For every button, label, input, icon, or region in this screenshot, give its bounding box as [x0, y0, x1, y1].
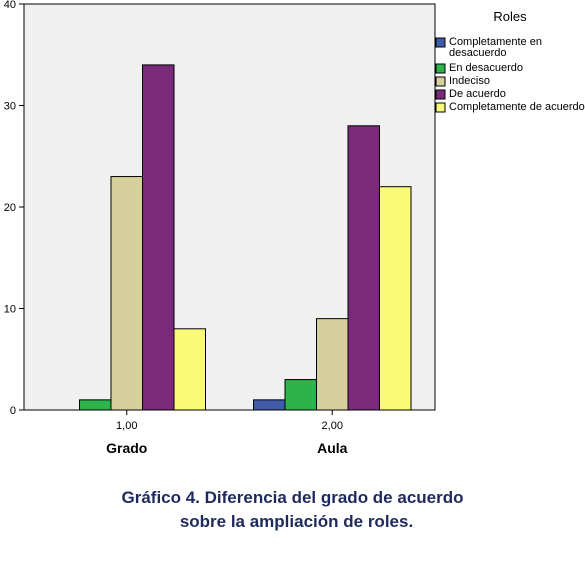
legend-label: En desacuerdo [449, 62, 523, 74]
legend-title: Roles [493, 9, 527, 24]
legend-swatch [435, 37, 446, 48]
legend-item: Indeciso [435, 75, 490, 87]
bar [142, 64, 175, 411]
y-tick-label: 40 [4, 0, 16, 11]
caption-line-1: Gráfico 4. Diferencia del grado de acuer… [121, 488, 464, 507]
bar [110, 176, 143, 411]
x-tick-label: 1,00 [116, 420, 137, 432]
bar [284, 379, 317, 411]
bar [316, 318, 349, 411]
y-axis: 0 10 20 30 40 [4, 0, 24, 417]
group-label: Aula [317, 440, 348, 456]
caption-line-2: sobre la ampliación de roles. [179, 512, 414, 531]
bar [347, 125, 380, 411]
legend-swatch [435, 102, 446, 113]
y-tick-label: 10 [4, 304, 16, 316]
legend-item: En desacuerdo [435, 62, 523, 74]
x-tick-label: 2,00 [322, 420, 343, 432]
bar [253, 399, 286, 411]
bar [173, 328, 206, 411]
legend-swatch [435, 63, 446, 74]
legend-label: desacuerdo [449, 47, 507, 59]
x-axis: 1,00 Grado 2,00 Aula [106, 410, 348, 456]
y-tick-label: 30 [4, 101, 16, 113]
legend-label: Indeciso [449, 75, 490, 87]
figure-caption: Gráfico 4. Diferencia del grado de acuer… [0, 486, 585, 534]
bar [79, 399, 112, 411]
legend-item: De acuerdo [435, 88, 506, 100]
legend-label: De acuerdo [449, 88, 506, 100]
bar-chart: 0 10 20 30 40 1,00 Grado 2,00 Aula Roles Complet… [4, 0, 585, 456]
legend-swatch [435, 89, 446, 100]
group-label: Grado [106, 440, 147, 456]
legend-label: Completamente en [449, 36, 542, 48]
bars [79, 64, 412, 411]
y-tick-label: 0 [10, 405, 16, 417]
legend-item: Completamente de acuerdo [435, 101, 585, 113]
bar [379, 186, 412, 411]
legend-swatch [435, 76, 446, 87]
legend-label: Completamente de acuerdo [449, 101, 585, 113]
y-tick-label: 20 [4, 202, 16, 214]
